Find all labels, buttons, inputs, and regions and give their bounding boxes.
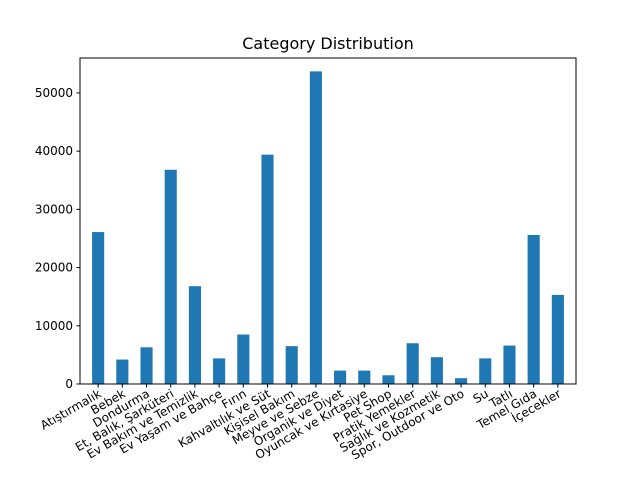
bars-group <box>92 71 564 384</box>
bar <box>551 294 564 384</box>
y-tick-label: 0 <box>65 377 73 391</box>
bar <box>213 358 226 384</box>
bar <box>140 347 153 384</box>
bar <box>285 346 298 384</box>
y-tick-label: 40000 <box>35 144 73 158</box>
y-tick-label: 30000 <box>35 202 73 216</box>
bar <box>358 370 371 384</box>
bar <box>479 358 492 384</box>
bar <box>188 286 201 384</box>
y-tick-label: 50000 <box>35 86 73 100</box>
y-axis: 0 10000 20000 30000 40000 50000 <box>35 86 80 391</box>
bar <box>430 357 443 384</box>
bar <box>334 370 347 384</box>
bar <box>116 359 129 384</box>
bar <box>406 343 419 384</box>
bar <box>164 169 177 384</box>
bar <box>309 71 322 384</box>
bar <box>382 375 395 384</box>
bar <box>527 234 540 384</box>
plot-frame <box>79 57 577 385</box>
bar <box>92 232 105 384</box>
y-tick-label: 20000 <box>35 261 73 275</box>
bar <box>261 154 274 384</box>
bar <box>455 378 468 384</box>
bar <box>237 334 250 384</box>
bar <box>503 345 516 384</box>
x-tick-label: Su <box>471 386 491 406</box>
chart-title: Category Distribution <box>242 34 414 53</box>
y-tick-label: 10000 <box>35 319 73 333</box>
